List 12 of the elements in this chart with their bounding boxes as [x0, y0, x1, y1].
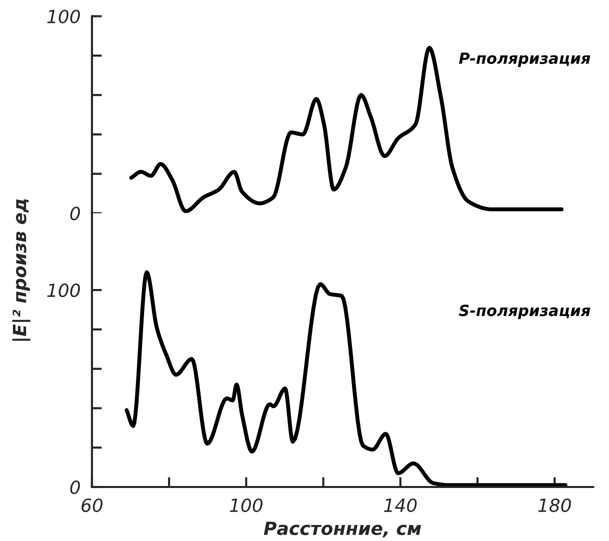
- y-tick-label: 100: [47, 283, 80, 298]
- x-tick-label: 60: [82, 498, 103, 512]
- y-tick-label: 0: [70, 206, 80, 220]
- y-axis-title: |E|² произв ед: [12, 199, 30, 341]
- x-axis-title: Расстонние, см: [264, 522, 422, 538]
- y-tick-label: 100: [47, 10, 80, 24]
- x-tick-label: 140: [384, 498, 417, 512]
- y-tick-label: 0: [70, 480, 80, 494]
- x-tick-label: 100: [230, 498, 262, 512]
- series-label: P-поляризация: [458, 52, 590, 67]
- x-tick-label: 180: [538, 498, 571, 512]
- text: S-поляризация: [458, 304, 590, 320]
